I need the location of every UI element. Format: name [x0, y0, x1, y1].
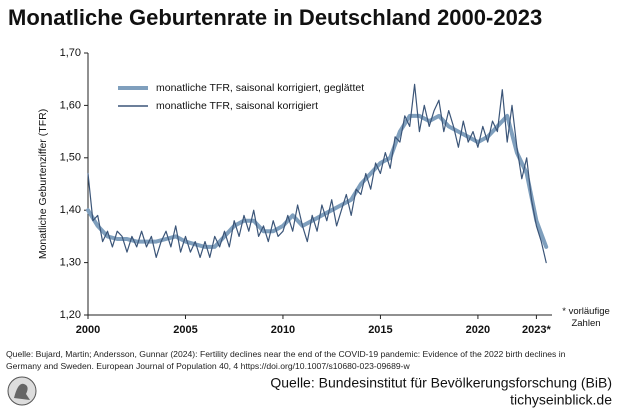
y-tick-label: 1,30 [60, 257, 81, 269]
footer-site: tichyseinblick.de [510, 392, 612, 408]
y-tick-label: 1,70 [60, 47, 81, 59]
x-tick-label: 2020 [466, 324, 490, 336]
x-tick-label: 2023* [522, 324, 551, 336]
x-tick-label: 2010 [271, 324, 295, 336]
legend-label: monatliche TFR, saisonal korrigiert [156, 100, 318, 112]
legend-label: monatliche TFR, saisonal korrigiert, geg… [156, 82, 364, 94]
chart-title: Monatliche Geburtenrate in Deutschland 2… [8, 5, 542, 30]
y-tick-label: 1,60 [60, 99, 81, 111]
x-tick-label: 2000 [76, 324, 100, 336]
y-tick-label: 1,20 [60, 309, 81, 321]
y-tick-label: 1,40 [60, 204, 81, 216]
annotation: * vorläufige Zahlen [562, 306, 610, 329]
x-tick-label: 2005 [173, 324, 197, 336]
x-tick-label: 2015 [368, 324, 392, 336]
series-line [87, 83, 547, 264]
source-note: Quelle: Bujard, Martin; Andersson, Gunna… [6, 349, 566, 371]
axis-frame [87, 53, 552, 316]
y-tick-label: 1,50 [60, 152, 81, 164]
footer-logo [7, 376, 37, 406]
y-axis-label: Monatliche Geburtenziffer (TFR) [37, 109, 49, 259]
footer-source: Quelle: Bundesinstitut für Bevölkerungsf… [270, 375, 612, 391]
